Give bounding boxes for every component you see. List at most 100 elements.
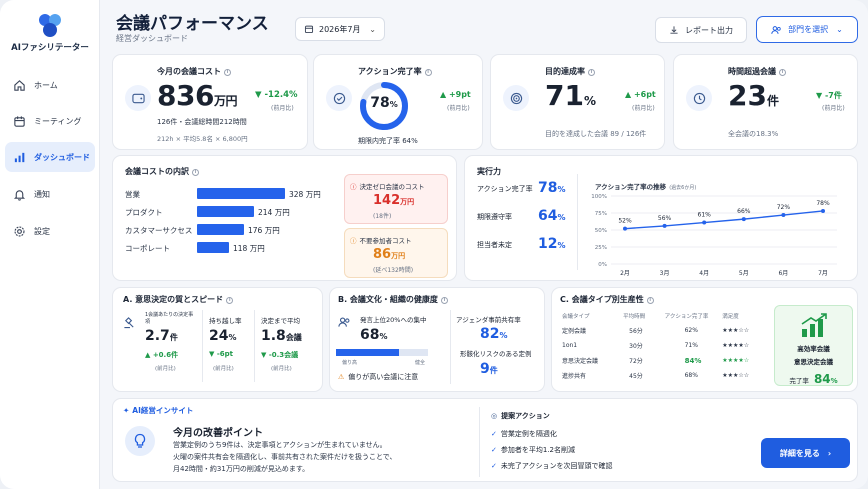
info-icon[interactable]: i xyxy=(779,69,786,76)
data-label: 56% xyxy=(658,215,672,222)
table-cell-type: 1on1 xyxy=(562,342,578,349)
insight-line: 火曜の案件共有会を隔週化し、事前共有された案件だけを扱うことで、 xyxy=(173,453,397,461)
table-cell-rate: 84% xyxy=(684,356,702,365)
kpi-footer: 目的を達成した会議 89 / 126件 xyxy=(545,130,647,138)
sidebar-item-label: ダッシュボード xyxy=(34,152,90,162)
breakdown-label: コーポレート xyxy=(125,244,170,253)
table-cell-rate: 62% xyxy=(684,327,698,334)
insight-line: 営業定例のうち9件は、決定事項とアクションが生まれていません。 xyxy=(173,441,387,449)
section-title: 実行力 xyxy=(477,167,501,176)
kpi-line1: 126件・会議総時間212時間 xyxy=(157,118,247,126)
divider xyxy=(254,310,255,382)
column-header: 平均時間 xyxy=(623,313,646,320)
quality-delta: ▼ -0.3会議 xyxy=(261,351,299,359)
kpi-value: 836万円 xyxy=(157,79,237,112)
unneeded-participants-box: ⓘ 不要参加者コスト 86万円 (延べ132時間) xyxy=(344,228,448,278)
y-tick-label: 50% xyxy=(595,228,607,234)
speak-label: 発言上位20%への集中 xyxy=(360,316,427,324)
table-cell-rate: 71% xyxy=(684,342,698,349)
section-title: A. 意思決定の質とスピード i xyxy=(123,294,234,305)
kpi-title: 時間超過会議 i xyxy=(728,66,786,77)
warning-icon: ⚠ xyxy=(338,373,345,381)
x-tick-label: 3月 xyxy=(660,270,670,277)
kpi-footer: 全会議の18.3% xyxy=(728,130,779,138)
divider xyxy=(450,310,451,384)
section-title: B. 会議文化・組織の健康度 i xyxy=(338,294,448,305)
quality-value: 2.7件 xyxy=(145,328,178,344)
calendar-icon xyxy=(304,25,314,34)
best-title1: 高効率会議 xyxy=(797,345,830,353)
sidebar-item-meeting[interactable]: ミーティング xyxy=(5,106,95,136)
quality-note: (前月比) xyxy=(271,366,292,372)
info-icon[interactable]: i xyxy=(192,169,199,176)
data-label: 78% xyxy=(816,200,830,207)
table-cell-stars: ★★★☆☆ xyxy=(722,327,750,334)
data-label: 61% xyxy=(698,212,712,219)
exec-value: 12% xyxy=(538,236,566,252)
agenda-label: アジェンダ事前共有率 xyxy=(456,316,521,324)
info-icon[interactable]: i xyxy=(588,69,595,76)
table-cell-type: 意思決定会議 xyxy=(562,358,599,365)
kpi-delta-note: (前月比) xyxy=(632,105,655,112)
info-icon[interactable]: i xyxy=(646,297,654,304)
lightbulb-icon xyxy=(125,426,155,456)
check-icon: ✓ xyxy=(491,462,497,470)
breakdown-value: 328 万円 xyxy=(289,190,321,199)
scale-right: 健全 xyxy=(415,360,426,366)
table-cell-time: 72分 xyxy=(629,358,643,365)
x-tick-label: 2月 xyxy=(620,270,630,277)
y-tick-label: 25% xyxy=(595,245,607,251)
divider xyxy=(202,310,203,382)
department-select[interactable]: 部門を選択 ⌄ xyxy=(756,16,858,43)
quality-note: (前月比) xyxy=(213,366,234,372)
kpi-title: 今月の会議コスト i xyxy=(157,66,231,77)
chevron-down-icon: ⌄ xyxy=(836,25,843,34)
info-icon[interactable]: i xyxy=(424,69,432,76)
kpi-card-cost: 今月の会議コスト i 836万円 ▼ -12.4% (前月比) 126件・会議総時… xyxy=(112,54,308,150)
zero-title: ⓘ 決定ゼロ会議のコスト xyxy=(350,183,425,191)
table-row: 定例会議 56分 62% ★★★☆☆ xyxy=(562,323,762,338)
sidebar-item-settings[interactable]: 設定 xyxy=(5,216,95,246)
insight-title: 今月の改善ポイント xyxy=(173,428,263,439)
quality-delta: ▲ +0.6件 xyxy=(145,351,179,359)
x-tick-label: 7月 xyxy=(818,270,828,277)
month-select[interactable]: 2026年7月 ⌄ xyxy=(295,17,385,41)
best-rate: 完了率 84% xyxy=(789,372,838,386)
culture-health-card: B. 会議文化・組織の健康度 i 発言上位20%への集中 68% 偏り高 健全 ⚠… xyxy=(329,287,545,392)
y-tick-label: 0% xyxy=(598,262,607,268)
chevron-right-icon: › xyxy=(827,448,832,458)
info-icon[interactable]: i xyxy=(440,297,448,304)
column-header: アクション完了率 xyxy=(664,313,709,320)
proposal-item: ✓ 営業定例を隔週化 xyxy=(491,430,557,438)
zero-decision-box: ⓘ 決定ゼロ会議のコスト 142万円 (18件) xyxy=(344,174,448,224)
execution-card: 実行力 アクション完了率 78% 期限遵守率 64% 担当者未定 12% アクシ… xyxy=(464,155,858,281)
sidebar-item-dashboard[interactable]: ダッシュボード xyxy=(5,142,95,172)
kpi-delta: ▼ -12.4% xyxy=(255,90,298,100)
view-details-button[interactable]: 詳細を見る › xyxy=(761,438,850,468)
sidebar-item-home[interactable]: ホーム xyxy=(5,70,95,100)
page-title: 会議パフォーマンス xyxy=(116,14,269,34)
sparkle-icon: ✦ xyxy=(123,406,130,415)
data-point xyxy=(702,220,707,225)
ai-insight-card: ✦ AI経営インサイト 今月の改善ポイント 営業定例のうち9件は、決定事項とアクシ… xyxy=(112,398,858,482)
info-icon[interactable]: i xyxy=(226,297,234,304)
meeting-type-table: 会議タイプ 平均時間 アクション完了率 満足度 定例会議 56分 62% ★★★☆☆ 1on1 3… xyxy=(562,308,762,383)
kpi-card-overtime: 時間超過会議 i 23件 ▼ -7件 (前月比) 全会議の18.3% xyxy=(673,54,858,150)
formal-label: 形骸化リスクのある定例 xyxy=(460,350,532,358)
zero-value: 142万円 xyxy=(373,193,415,208)
info-icon[interactable]: i xyxy=(224,69,231,76)
app-logo: AIファシリテーター xyxy=(0,12,100,53)
kpi-line2: 212h × 平均5.8名 × 6,800円 xyxy=(157,135,248,143)
formal-value: 9件 xyxy=(480,361,498,377)
sidebar-item-notifications[interactable]: 通知 xyxy=(5,179,95,209)
breakdown-value: 118 万円 xyxy=(233,244,265,253)
kpi-footer: 期限内完了率 64% xyxy=(358,137,418,145)
kpi-card-action: アクション完了率 i 78% ▲ +9pt (前月比) 期限内完了率 64% xyxy=(313,54,483,150)
app-name: AIファシリテーター xyxy=(11,43,89,53)
breakdown-label: カスタマーサクセス xyxy=(125,226,193,235)
speak-bar-track xyxy=(336,349,428,356)
meeting-type-card: C. 会議タイプ別生産性 i 会議タイプ 平均時間 アクション完了率 満足度 定例会議 56… xyxy=(551,287,858,392)
export-report-button[interactable]: レポート出力 xyxy=(655,17,747,43)
table-cell-stars: ★★★★☆ xyxy=(722,342,750,349)
kpi-delta: ▼ -7件 xyxy=(816,91,842,100)
